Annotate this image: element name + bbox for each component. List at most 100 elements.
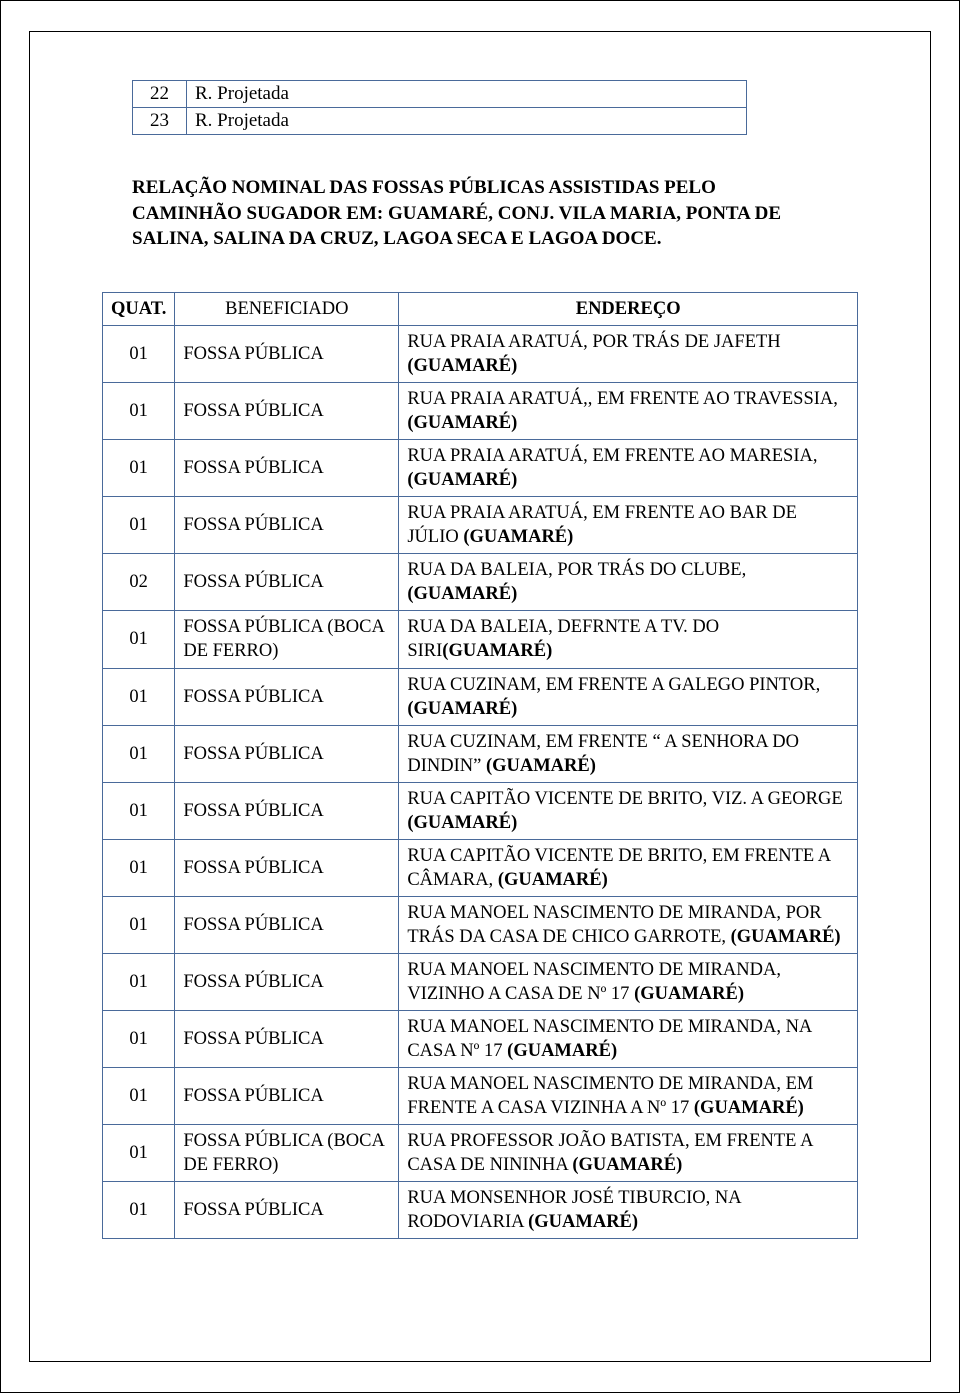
cell-endereco: RUA PRAIA ARATUÁ, POR TRÁS DE JAFETH (GU… <box>399 325 858 382</box>
table-row: 01FOSSA PÚBLICARUA CUZINAM, EM FRENTE “ … <box>103 725 858 782</box>
header-row: QUAT. BENEFICIADO ENDEREÇO <box>103 292 858 325</box>
endereco-bold: (GUAMARÉ) <box>463 527 573 547</box>
endereco-bold: (GUAMARÉ) <box>442 641 552 661</box>
table-row: 01FOSSA PÚBLICA (BOCA DE FERRO)RUA DA BA… <box>103 611 858 668</box>
cell-beneficiado: FOSSA PÚBLICA <box>175 839 399 896</box>
cell-endereco: RUA PROFESSOR JOÃO BATISTA, EM FRENTE A … <box>399 1125 858 1182</box>
table-row: 01FOSSA PÚBLICA RUA PRAIA ARATUÁ,, EM FRE… <box>103 383 858 440</box>
endereco-bold: (GUAMARÉ) <box>507 1041 617 1061</box>
table-row: 01FOSSA PÚBLICARUA PRAIA ARATUÁ, EM FREN… <box>103 497 858 554</box>
cell-beneficiado: FOSSA PÚBLICA <box>175 725 399 782</box>
cell-beneficiado: FOSSA PÚBLICA <box>175 440 399 497</box>
cell-quat: 01 <box>103 383 175 440</box>
endereco-plain: RUA CUZINAM, EM FRENTE A GALEGO PINTOR, <box>407 675 820 695</box>
cell-endereco: RUA CAPITÃO VICENTE DE BRITO, VIZ. A GEO… <box>399 782 858 839</box>
table-row: 01FOSSA PÚBLICARUA MANOEL NASCIMENTO DE … <box>103 896 858 953</box>
cell-quat: 01 <box>103 954 175 1011</box>
header-endereco: ENDEREÇO <box>399 292 858 325</box>
endereco-bold: (GUAMARÉ) <box>407 584 517 604</box>
cell-quat: 01 <box>103 668 175 725</box>
cell-quat: 01 <box>103 1125 175 1182</box>
table-row: 01FOSSA PÚBLICARUA PRAIA ARATUÁ, POR TRÁ… <box>103 325 858 382</box>
endereco-bold: (GUAMARÉ) <box>694 1098 804 1118</box>
table-row: 01FOSSA PÚBLICARUA CUZINAM, EM FRENTE A … <box>103 668 858 725</box>
cell-beneficiado: FOSSA PÚBLICA <box>175 497 399 554</box>
cell-quat: 01 <box>103 839 175 896</box>
endereco-bold: (GUAMARÉ) <box>528 1212 638 1232</box>
cell-quat: 01 <box>103 1182 175 1239</box>
cell-endereco: RUA MANOEL NASCIMENTO DE MIRANDA, NA CAS… <box>399 1011 858 1068</box>
cell-beneficiado: FOSSA PÚBLICA <box>175 1011 399 1068</box>
small-table-body: 22R. Projetada23R. Projetada <box>133 81 747 135</box>
endereco-bold: (GUAMARÉ) <box>407 356 517 376</box>
cell-quat: 01 <box>103 611 175 668</box>
main-table-body: 01FOSSA PÚBLICARUA PRAIA ARATUÁ, POR TRÁ… <box>103 325 858 1239</box>
endereco-bold: (GUAMARÉ) <box>731 927 841 947</box>
cell-quat: 01 <box>103 896 175 953</box>
cell-endereco: RUA MANOEL NASCIMENTO DE MIRANDA, EM FRE… <box>399 1068 858 1125</box>
table-row: 01FOSSA PÚBLICARUA MANOEL NASCIMENTO DE … <box>103 954 858 1011</box>
cell-endereco: RUA CUZINAM, EM FRENTE A GALEGO PINTOR, … <box>399 668 858 725</box>
cell-endereco: RUA MONSENHOR JOSÉ TIBURCIO, NA RODOVIAR… <box>399 1182 858 1239</box>
endereco-plain: RUA CAPITÃO VICENTE DE BRITO, EM FRENTE … <box>407 846 830 890</box>
endereco-bold: (GUAMARÉ) <box>407 813 517 833</box>
cell-quat: 01 <box>103 325 175 382</box>
small-table-num: 22 <box>133 81 187 108</box>
cell-endereco: RUA PRAIA ARATUÁ, EM FRENTE AO BAR DE JÚ… <box>399 497 858 554</box>
endereco-bold: (GUAMARÉ) <box>572 1155 682 1175</box>
page: 22R. Projetada23R. Projetada RELAÇÃO NOM… <box>0 0 960 1393</box>
endereco-bold: (GUAMARÉ) <box>634 984 744 1004</box>
cell-quat: 01 <box>103 725 175 782</box>
cell-beneficiado: FOSSA PÚBLICA (BOCA DE FERRO) <box>175 1125 399 1182</box>
cell-beneficiado: FOSSA PÚBLICA (BOCA DE FERRO) <box>175 611 399 668</box>
cell-endereco: RUA DA BALEIA, DEFRNTE A TV. DO SIRI(GUA… <box>399 611 858 668</box>
cell-endereco: RUA PRAIA ARATUÁ,, EM FRENTE AO TRAVESSI… <box>399 383 858 440</box>
endereco-plain: RUA DA BALEIA, POR TRÁS DO CLUBE, <box>407 560 746 580</box>
cell-quat: 01 <box>103 440 175 497</box>
main-table: QUAT. BENEFICIADO ENDEREÇO 01FOSSA PÚBLI… <box>102 292 858 1240</box>
cell-beneficiado: FOSSA PÚBLICA <box>175 554 399 611</box>
cell-beneficiado: FOSSA PÚBLICA <box>175 325 399 382</box>
cell-quat: 01 <box>103 1011 175 1068</box>
title-block: RELAÇÃO NOMINAL DAS FOSSAS PÚBLICAS ASSI… <box>132 175 828 252</box>
cell-quat: 01 <box>103 497 175 554</box>
header-beneficiado: BENEFICIADO <box>175 292 399 325</box>
cell-beneficiado: FOSSA PÚBLICA <box>175 383 399 440</box>
cell-beneficiado: FOSSA PÚBLICA <box>175 782 399 839</box>
cell-beneficiado: FOSSA PÚBLICA <box>175 668 399 725</box>
cell-endereco: RUA DA BALEIA, POR TRÁS DO CLUBE, (GUAMA… <box>399 554 858 611</box>
table-row: 02FOSSA PÚBLICARUA DA BALEIA, POR TRÁS D… <box>103 554 858 611</box>
upper-small-table: 22R. Projetada23R. Projetada <box>132 80 747 135</box>
cell-endereco: RUA CAPITÃO VICENTE DE BRITO, EM FRENTE … <box>399 839 858 896</box>
table-row: 01FOSSA PÚBLICA RUA CAPITÃO VICENTE DE BR… <box>103 782 858 839</box>
table-row: 01FOSSA PÚBLICARUA MONSENHOR JOSÉ TIBURC… <box>103 1182 858 1239</box>
cell-beneficiado: FOSSA PÚBLICA <box>175 1068 399 1125</box>
small-table-row: 23R. Projetada <box>133 108 747 135</box>
cell-quat: 01 <box>103 1068 175 1125</box>
page-frame: 22R. Projetada23R. Projetada RELAÇÃO NOM… <box>29 31 931 1362</box>
cell-endereco: RUA PRAIA ARATUÁ, EM FRENTE AO MARESIA, … <box>399 440 858 497</box>
table-row: 01FOSSA PÚBLICARUA PRAIA ARATUÁ, EM FREN… <box>103 440 858 497</box>
cell-endereco: RUA MANOEL NASCIMENTO DE MIRANDA, VIZINH… <box>399 954 858 1011</box>
main-table-head: QUAT. BENEFICIADO ENDEREÇO <box>103 292 858 325</box>
small-table-text: R. Projetada <box>187 108 747 135</box>
endereco-bold: (GUAMARÉ) <box>407 470 517 490</box>
endereco-bold: (GUAMARÉ) <box>407 699 517 719</box>
cell-beneficiado: FOSSA PÚBLICA <box>175 954 399 1011</box>
endereco-bold: (GUAMARÉ) <box>486 756 596 776</box>
cell-quat: 01 <box>103 782 175 839</box>
title-text: RELAÇÃO NOMINAL DAS FOSSAS PÚBLICAS ASSI… <box>132 177 781 249</box>
table-row: 01FOSSA PÚBLICARUA CAPITÃO VICENTE DE BR… <box>103 839 858 896</box>
cell-beneficiado: FOSSA PÚBLICA <box>175 896 399 953</box>
cell-quat: 02 <box>103 554 175 611</box>
small-table-row: 22R. Projetada <box>133 81 747 108</box>
endereco-bold: (GUAMARÉ) <box>407 413 517 433</box>
header-quat: QUAT. <box>103 292 175 325</box>
table-row: 01FOSSA PÚBLICARUA MANOEL NASCIMENTO DE … <box>103 1068 858 1125</box>
cell-endereco: RUA CUZINAM, EM FRENTE “ A SENHORA DO DI… <box>399 725 858 782</box>
table-row: 01FOSSA PÚBLICARUA MANOEL NASCIMENTO DE … <box>103 1011 858 1068</box>
cell-beneficiado: FOSSA PÚBLICA <box>175 1182 399 1239</box>
small-table-text: R. Projetada <box>187 81 747 108</box>
endereco-plain: RUA CAPITÃO VICENTE DE BRITO, VIZ. A GEO… <box>407 789 842 809</box>
endereco-plain: RUA PRAIA ARATUÁ,, EM FRENTE AO TRAVESSI… <box>407 389 838 409</box>
